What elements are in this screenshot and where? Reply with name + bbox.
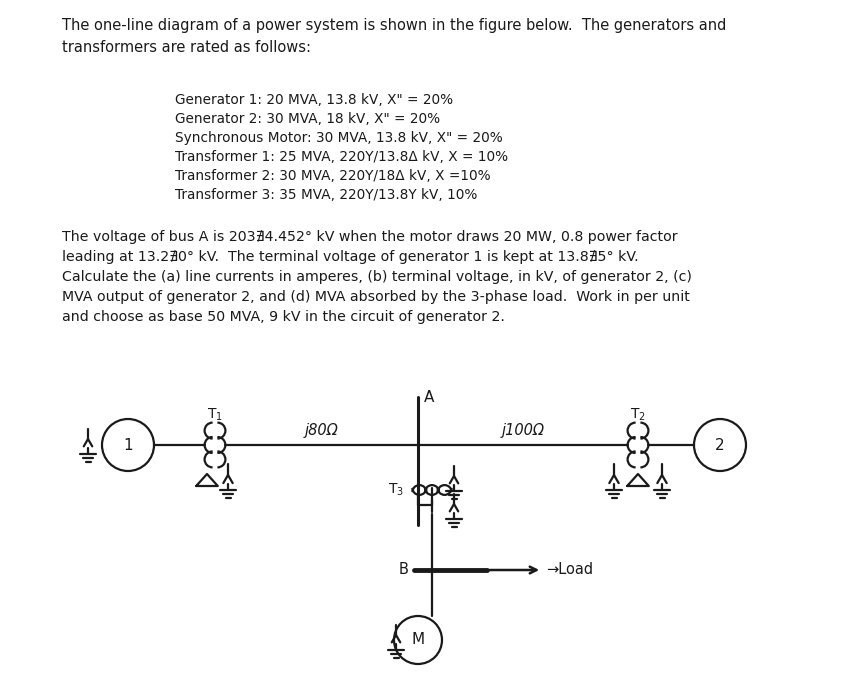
Text: 1: 1 xyxy=(123,437,133,452)
Text: j80Ω: j80Ω xyxy=(304,423,338,438)
Text: A: A xyxy=(424,390,434,405)
Text: Generator 1: 20 MVA, 13.8 kV, X" = 20%: Generator 1: 20 MVA, 13.8 kV, X" = 20% xyxy=(175,93,454,107)
Text: The one-line diagram of a power system is shown in the figure below.  The genera: The one-line diagram of a power system i… xyxy=(62,18,727,55)
Text: T$_1$: T$_1$ xyxy=(207,407,223,423)
Text: Transformer 1: 25 MVA, 220Y/13.8Δ kV, X = 10%: Transformer 1: 25 MVA, 220Y/13.8Δ kV, X … xyxy=(175,150,508,164)
Text: B: B xyxy=(398,562,408,578)
Text: The voltage of bus A is 203∄4.452° kV when the motor draws 20 MW, 0.8 power fact: The voltage of bus A is 203∄4.452° kV wh… xyxy=(62,230,692,324)
Text: →Load: →Load xyxy=(546,562,593,578)
Text: j100Ω: j100Ω xyxy=(502,423,545,438)
Text: M: M xyxy=(411,632,425,648)
Text: T$_2$: T$_2$ xyxy=(630,407,646,423)
Text: Synchronous Motor: 30 MVA, 13.8 kV, X" = 20%: Synchronous Motor: 30 MVA, 13.8 kV, X" =… xyxy=(175,131,502,145)
Text: Transformer 3: 35 MVA, 220Y/13.8Y kV, 10%: Transformer 3: 35 MVA, 220Y/13.8Y kV, 10… xyxy=(175,188,477,202)
Text: T$_3$: T$_3$ xyxy=(388,482,404,498)
Text: 2: 2 xyxy=(715,437,725,452)
Text: Generator 2: 30 MVA, 18 kV, X" = 20%: Generator 2: 30 MVA, 18 kV, X" = 20% xyxy=(175,112,440,126)
Text: Transformer 2: 30 MVA, 220Y/18Δ kV, X =10%: Transformer 2: 30 MVA, 220Y/18Δ kV, X =1… xyxy=(175,169,491,183)
